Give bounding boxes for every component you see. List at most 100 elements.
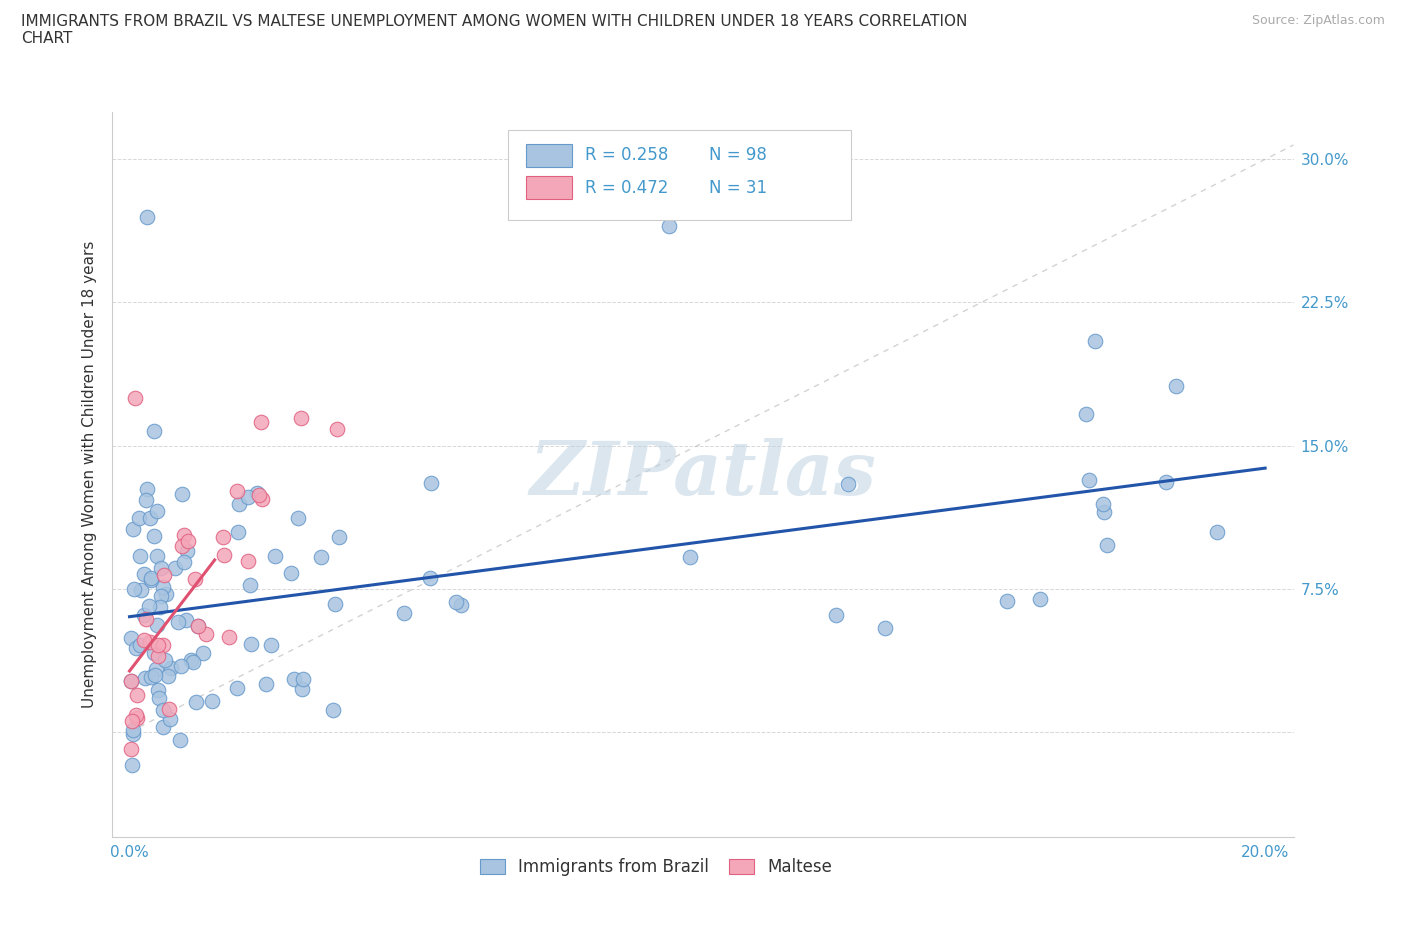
Point <box>152 703 174 718</box>
Point <box>122 726 145 741</box>
Point <box>325 596 347 611</box>
FancyBboxPatch shape <box>526 176 572 199</box>
Point <box>450 598 472 613</box>
Point <box>1164 379 1187 393</box>
Point <box>135 611 157 626</box>
Point <box>170 486 193 501</box>
Point <box>174 612 197 627</box>
Point <box>995 593 1018 608</box>
Point <box>148 648 170 663</box>
Point <box>260 638 283 653</box>
Point <box>132 566 155 581</box>
Point <box>155 587 177 602</box>
Point <box>150 560 173 575</box>
Point <box>120 742 142 757</box>
Point <box>139 511 162 525</box>
Point <box>226 681 249 696</box>
Text: R = 0.472: R = 0.472 <box>585 179 668 197</box>
Point <box>236 553 259 568</box>
Point <box>128 511 150 525</box>
Point <box>184 695 207 710</box>
Point <box>186 618 208 633</box>
Point <box>173 528 195 543</box>
FancyBboxPatch shape <box>508 130 851 220</box>
Y-axis label: Unemployment Among Women with Children Under 18 years: Unemployment Among Women with Children U… <box>82 241 97 708</box>
Legend: Immigrants from Brazil, Maltese: Immigrants from Brazil, Maltese <box>472 852 838 883</box>
Point <box>146 683 169 698</box>
Point <box>246 485 269 500</box>
Point <box>1084 333 1107 348</box>
Point <box>170 538 193 553</box>
Point <box>228 525 250 539</box>
Point <box>176 543 198 558</box>
Point <box>124 391 146 405</box>
Point <box>127 711 149 725</box>
Point <box>122 522 145 537</box>
Point <box>153 653 176 668</box>
Point <box>132 632 155 647</box>
Point <box>263 549 285 564</box>
Point <box>143 423 166 438</box>
Point <box>309 550 332 565</box>
Point <box>290 411 312 426</box>
Point <box>658 219 681 233</box>
Point <box>145 661 167 676</box>
Point <box>322 702 344 717</box>
Point <box>240 636 263 651</box>
Point <box>1076 406 1098 421</box>
Point <box>249 415 271 430</box>
Point <box>146 637 169 652</box>
FancyBboxPatch shape <box>526 143 572 166</box>
Point <box>122 581 145 596</box>
Point <box>328 529 350 544</box>
Point <box>131 582 153 597</box>
Point <box>212 547 235 562</box>
Point <box>1077 472 1099 487</box>
Point <box>1092 505 1115 520</box>
Text: R = 0.258: R = 0.258 <box>585 146 668 164</box>
Point <box>146 504 169 519</box>
Text: Source: ZipAtlas.com: Source: ZipAtlas.com <box>1251 14 1385 27</box>
Point <box>212 529 235 544</box>
Text: N = 31: N = 31 <box>709 179 768 197</box>
Point <box>152 720 174 735</box>
Point <box>238 489 260 504</box>
Point <box>152 579 174 594</box>
Point <box>139 572 162 587</box>
Text: IMMIGRANTS FROM BRAZIL VS MALTESE UNEMPLOYMENT AMONG WOMEN WITH CHILDREN UNDER 1: IMMIGRANTS FROM BRAZIL VS MALTESE UNEMPL… <box>21 14 967 46</box>
Point <box>326 422 349 437</box>
Point <box>157 701 180 716</box>
Point <box>247 488 270 503</box>
Point <box>141 571 163 586</box>
Point <box>135 481 157 496</box>
Point <box>160 660 183 675</box>
Point <box>180 653 202 668</box>
Point <box>121 722 143 737</box>
Point <box>120 631 142 645</box>
Point <box>394 605 416 620</box>
Point <box>127 687 149 702</box>
Point <box>254 677 277 692</box>
Point <box>187 618 209 633</box>
Text: ZIPatlas: ZIPatlas <box>530 438 876 511</box>
Point <box>1029 591 1052 606</box>
Point <box>135 209 157 224</box>
Point <box>134 607 156 622</box>
Point <box>283 671 305 686</box>
Point <box>181 655 204 670</box>
Point <box>291 671 314 686</box>
Point <box>139 634 162 649</box>
Point <box>157 668 180 683</box>
Point <box>159 711 181 726</box>
Point <box>120 673 142 688</box>
Point <box>1092 497 1115 512</box>
Point <box>150 589 173 604</box>
Point <box>173 554 195 569</box>
Point <box>129 637 152 652</box>
Point <box>184 572 207 587</box>
Point <box>280 565 302 580</box>
Point <box>135 492 157 507</box>
Point <box>201 694 224 709</box>
Point <box>142 528 165 543</box>
Point <box>193 645 215 660</box>
